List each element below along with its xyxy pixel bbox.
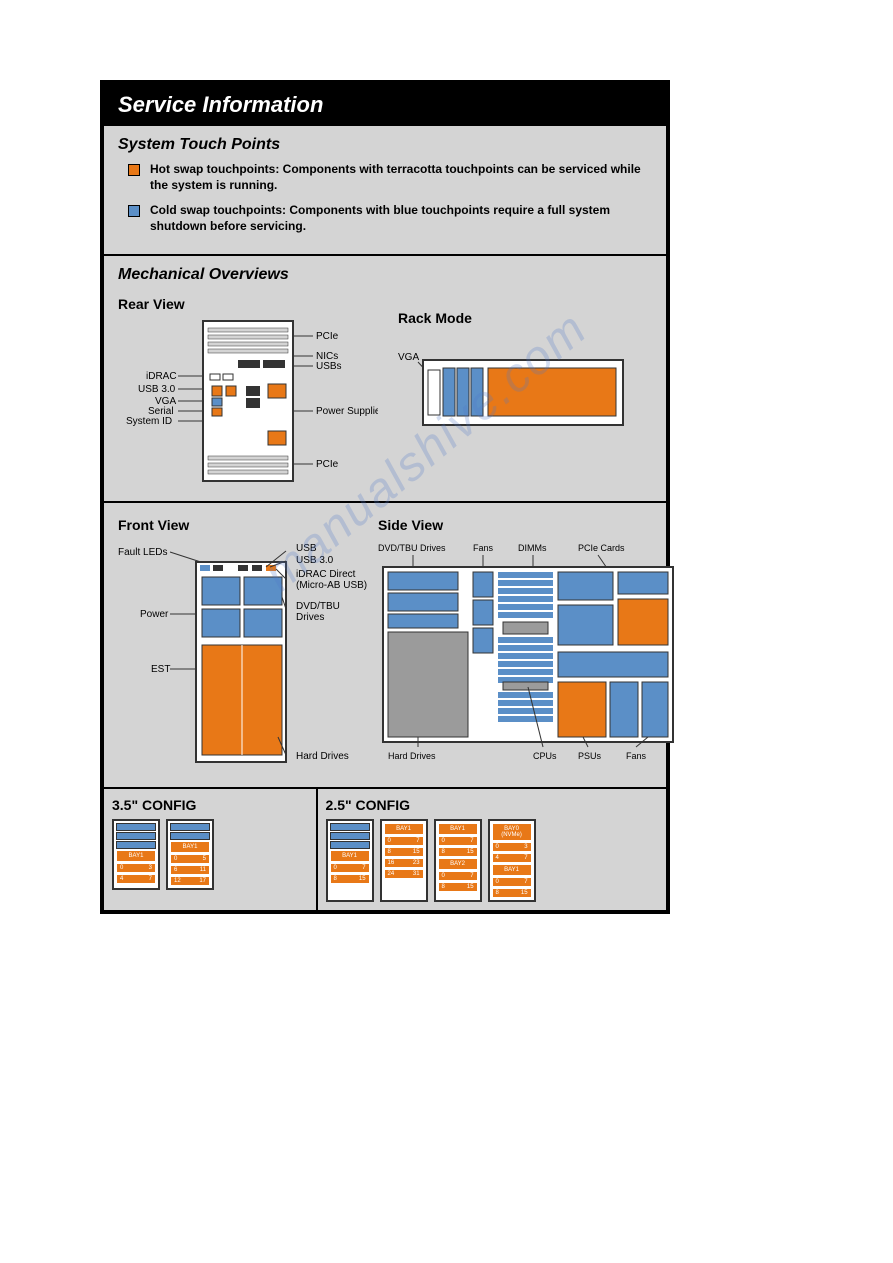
bay-row: 815 bbox=[492, 888, 532, 898]
config-tower: BAY10781516232431 bbox=[380, 819, 428, 902]
service-info-frame: manualshive.com Service Information Syst… bbox=[100, 80, 670, 914]
rear-view-title: Rear View bbox=[118, 296, 378, 312]
bay-row: 03 bbox=[116, 863, 156, 873]
bay-row: 47 bbox=[116, 874, 156, 884]
cold-swap-row: Cold swap touchpoints: Components with b… bbox=[128, 203, 652, 234]
bay-row: 03 bbox=[492, 842, 532, 852]
config-tower: BAY107815BAY207815 bbox=[434, 819, 482, 902]
svg-text:PSUs: PSUs bbox=[578, 751, 602, 761]
drive-bay-blue bbox=[116, 841, 156, 849]
touchpoints-section: System Touch Points Hot swap touchpoints… bbox=[104, 126, 666, 254]
bay-label: BAY1 bbox=[116, 850, 156, 862]
bay-row: 07 bbox=[438, 871, 478, 881]
svg-text:USB 3.0: USB 3.0 bbox=[296, 555, 334, 566]
bay-label: BAY2 bbox=[438, 858, 478, 870]
config-25: 2.5" CONFIG BAY107815BAY10781516232431BA… bbox=[318, 789, 666, 910]
config-tower: BAY1056111217 bbox=[166, 819, 214, 890]
front-view-title: Front View bbox=[118, 517, 368, 533]
svg-text:Power: Power bbox=[140, 609, 169, 620]
svg-text:Fault LEDs: Fault LEDs bbox=[118, 547, 167, 558]
front-side-section: Front View Fault LEDs Power EST bbox=[104, 501, 666, 787]
rear-view-diagram: PCIe NICs USBs Power Supplies PCIe iDRAC… bbox=[118, 316, 378, 486]
cold-swap-icon bbox=[128, 205, 140, 217]
front-view-diagram: Fault LEDs Power EST US bbox=[118, 537, 368, 772]
drive-bay-blue bbox=[330, 832, 370, 840]
svg-text:iDRAC: iDRAC bbox=[146, 371, 177, 382]
drive-bay-blue bbox=[170, 823, 210, 831]
bay-row: 07 bbox=[438, 836, 478, 846]
drive-bay-blue bbox=[116, 823, 156, 831]
touchpoints-heading: System Touch Points bbox=[118, 136, 652, 154]
hot-swap-text: Hot swap touchpoints: Components with te… bbox=[150, 162, 652, 193]
svg-text:EST: EST bbox=[151, 664, 170, 675]
main-title: Service Information bbox=[104, 84, 666, 126]
bay-label: BAY1 bbox=[170, 841, 210, 853]
svg-text:PCIe: PCIe bbox=[316, 459, 339, 470]
svg-text:iDRAC Direct: iDRAC Direct bbox=[296, 569, 356, 580]
svg-text:PCIe Cards: PCIe Cards bbox=[578, 543, 625, 553]
svg-text:USBs: USBs bbox=[316, 361, 342, 372]
bay-row: 2431 bbox=[384, 869, 424, 879]
bay-row: 47 bbox=[492, 853, 532, 863]
bay-label: BAY1 bbox=[492, 864, 532, 876]
cold-swap-text: Cold swap touchpoints: Components with b… bbox=[150, 203, 652, 234]
config-tower: BAY10347 bbox=[112, 819, 160, 890]
bay-row: 815 bbox=[330, 874, 370, 884]
svg-text:USB: USB bbox=[296, 543, 317, 554]
svg-text:Power Supplies: Power Supplies bbox=[316, 406, 378, 417]
config-35: 3.5" CONFIG BAY10347BAY1056111217 bbox=[104, 789, 318, 910]
hot-swap-icon bbox=[128, 164, 140, 176]
drive-bay-blue bbox=[330, 841, 370, 849]
hot-swap-row: Hot swap touchpoints: Components with te… bbox=[128, 162, 652, 193]
svg-text:Fans: Fans bbox=[473, 543, 494, 553]
bay-row: 815 bbox=[438, 847, 478, 857]
mechanical-section: Mechanical Overviews Rear View bbox=[104, 254, 666, 501]
bay-row: 07 bbox=[492, 877, 532, 887]
svg-text:DIMMs: DIMMs bbox=[518, 543, 547, 553]
bay-row: 07 bbox=[330, 863, 370, 873]
bay-row: 05 bbox=[170, 854, 210, 864]
svg-text:DVD/TBU: DVD/TBU bbox=[296, 601, 340, 612]
config-tower: BAY0(NVMe)0347BAY107815 bbox=[488, 819, 536, 902]
config-35-title: 3.5" CONFIG bbox=[112, 797, 308, 813]
bay-label: BAY1 bbox=[384, 823, 424, 835]
svg-text:VGA: VGA bbox=[398, 352, 419, 363]
svg-text:System ID: System ID bbox=[126, 416, 172, 427]
svg-text:DVD/TBU Drives: DVD/TBU Drives bbox=[378, 543, 446, 553]
svg-text:PCIe: PCIe bbox=[316, 331, 339, 342]
rack-mode-title: Rack Mode bbox=[398, 310, 652, 326]
rack-mode-diagram: VGA bbox=[398, 330, 638, 440]
side-view-title: Side View bbox=[378, 517, 688, 533]
side-view-diagram: DVD/TBU Drives Fans DIMMs PCIe Cards bbox=[378, 537, 688, 772]
bay-row: 07 bbox=[384, 836, 424, 846]
bay-row: 1623 bbox=[384, 858, 424, 868]
svg-text:Drives: Drives bbox=[296, 612, 324, 623]
config-section: 3.5" CONFIG BAY10347BAY1056111217 2.5" C… bbox=[104, 787, 666, 910]
svg-text:Fans: Fans bbox=[626, 751, 647, 761]
drive-bay-blue bbox=[170, 832, 210, 840]
config-tower: BAY107815 bbox=[326, 819, 374, 902]
svg-text:(Micro-AB USB): (Micro-AB USB) bbox=[296, 580, 367, 591]
drive-bay-blue bbox=[116, 832, 156, 840]
drive-bay-blue bbox=[330, 823, 370, 831]
config-25-title: 2.5" CONFIG bbox=[326, 797, 658, 813]
svg-text:CPUs: CPUs bbox=[533, 751, 557, 761]
bay-row: 815 bbox=[384, 847, 424, 857]
svg-text:Hard Drives: Hard Drives bbox=[296, 751, 349, 762]
svg-text:USB 3.0: USB 3.0 bbox=[138, 384, 176, 395]
bay-label: BAY1 bbox=[330, 850, 370, 862]
mech-heading: Mechanical Overviews bbox=[118, 266, 652, 284]
bay-label: BAY1 bbox=[438, 823, 478, 835]
bay-row: 1217 bbox=[170, 876, 210, 886]
bay-row: 815 bbox=[438, 882, 478, 892]
bay-row: 611 bbox=[170, 865, 210, 875]
bay-label: BAY0(NVMe) bbox=[492, 823, 532, 841]
svg-text:Hard Drives: Hard Drives bbox=[388, 751, 436, 761]
